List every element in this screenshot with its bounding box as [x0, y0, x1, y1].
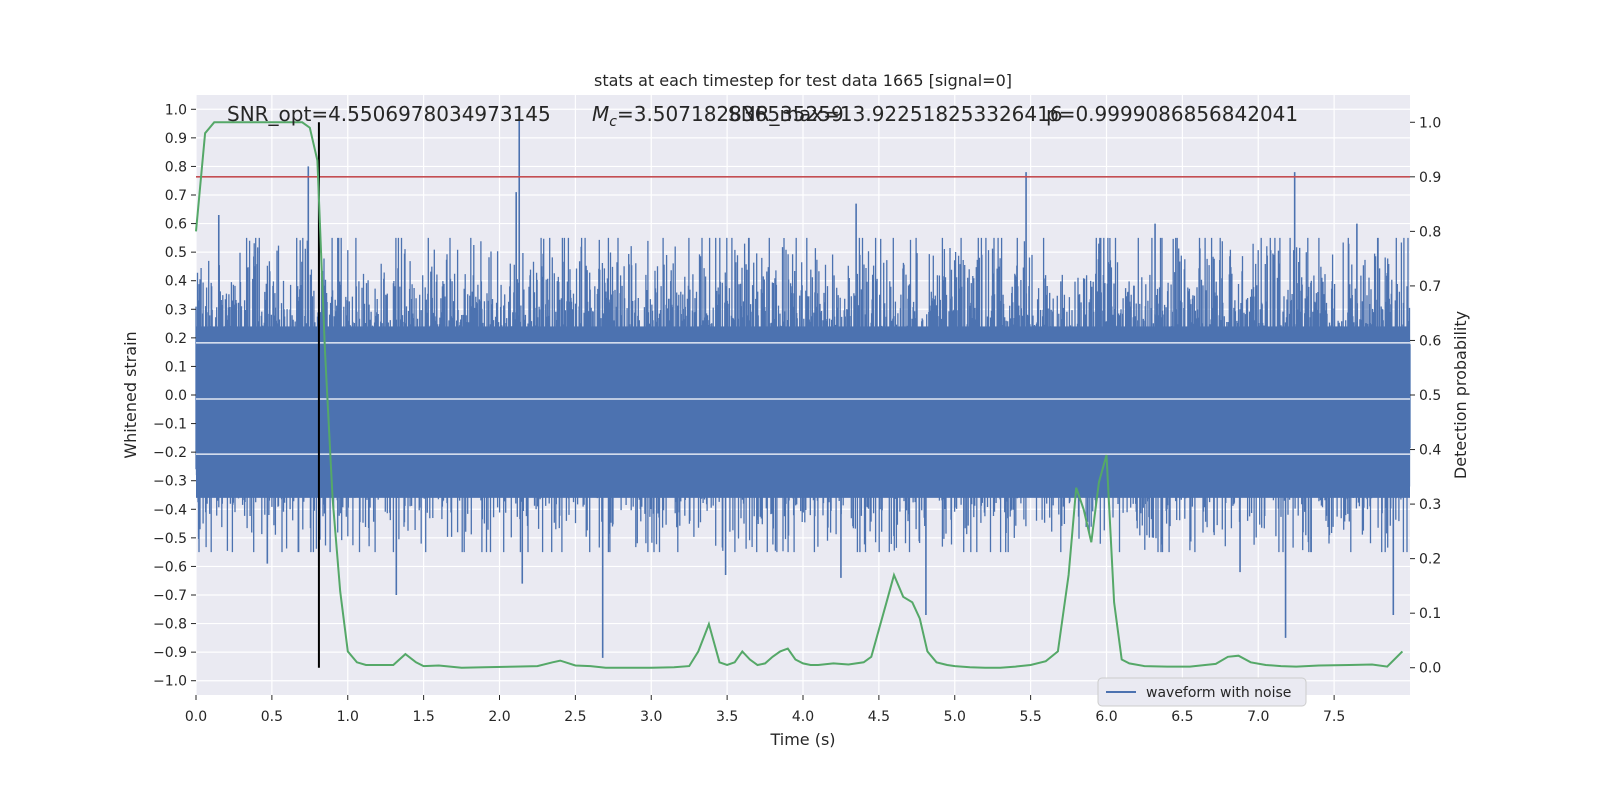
y-right-tick-label: 0.3 [1419, 497, 1441, 513]
x-tick-label: 4.5 [868, 709, 890, 725]
x-tick-label: 6.0 [1095, 709, 1117, 725]
detection-probability-line [195, 121, 1404, 669]
y-left-tick-label: −1.0 [153, 674, 187, 690]
snr-opt-annotation: SNR_opt=4.5506978034973145 [227, 102, 551, 126]
detection-probability-series [195, 121, 1404, 669]
x-tick-label: 1.5 [412, 709, 434, 725]
y-left-tick-label: 0.6 [165, 217, 187, 233]
x-tick-label: 0.0 [185, 709, 207, 725]
x-tick-label: 3.0 [640, 709, 662, 725]
chirp-mass-annotation: Mc=3.507182836535259 [592, 102, 844, 130]
chirp-mass-symbol: M [592, 102, 609, 126]
y-left-tick-label: 1.0 [165, 102, 187, 118]
y-left-tick-label: −0.3 [153, 474, 187, 490]
y-left-tick-label: 0.9 [165, 131, 187, 147]
y-left-tick-label: −0.1 [153, 417, 187, 433]
y-right-tick-label: 0.7 [1419, 279, 1441, 295]
x-tick-label: 4.0 [792, 709, 814, 725]
y-left-tick-label: −0.5 [153, 531, 187, 547]
x-tick-label: 5.5 [1019, 709, 1041, 725]
legend: waveform with noise [1097, 677, 1307, 707]
y-left-tick-label: 0.0 [165, 388, 187, 404]
y-left-tick-label: −0.9 [153, 645, 187, 661]
x-axis-label: Time (s) [769, 730, 835, 749]
legend-box [1097, 677, 1307, 707]
x-tick-label: 2.0 [488, 709, 510, 725]
x-tick-label: 5.0 [944, 709, 966, 725]
y-right-tick-label: 0.0 [1419, 661, 1441, 677]
x-tick-label: 0.5 [261, 709, 283, 725]
chart-title: stats at each timestep for test data 166… [594, 71, 1012, 90]
x-tick-label: 6.5 [1171, 709, 1193, 725]
y-right-axis-label: Detection probability [1451, 311, 1470, 479]
y-right-tick-label: 0.1 [1419, 606, 1441, 622]
y-right-tick-label: 0.4 [1419, 443, 1441, 459]
y-right-tick-label: 0.9 [1419, 170, 1441, 186]
y-left-axis-label: Whitened strain [121, 331, 140, 458]
y-left-tick-label: 0.1 [165, 359, 187, 375]
x-tick-label: 2.5 [564, 709, 586, 725]
axes: 0.0 0.5 1.0 1.5 2.0 2.5 3.0 3.5 4.0 4.5 5.0 5.5 6.0 6… [121, 102, 1470, 749]
legend-label-waveform: waveform with noise [1146, 685, 1291, 701]
x-tick-label: 3.5 [716, 709, 738, 725]
probability-annotation: p=0.9999086856842041 [1046, 102, 1298, 126]
waveform-core-band [196, 326, 1410, 498]
y-right-tick-label: 0.6 [1419, 333, 1441, 349]
y-left-tick-label: −0.6 [153, 559, 187, 575]
snr-max-annotation: SNR_max=13.922518253326416 [728, 102, 1063, 126]
y-right-tick-label: 1.0 [1419, 115, 1441, 131]
x-tick-label: 7.0 [1247, 709, 1269, 725]
y-left-tick-label: 0.7 [165, 188, 187, 204]
y-left-tick-label: 0.3 [165, 302, 187, 318]
y-right-tick-label: 0.5 [1419, 388, 1441, 404]
annotations: SNR_opt=4.5506978034973145 Mc=3.50718283… [227, 102, 1298, 130]
y-left-tick-label: 0.4 [165, 274, 187, 290]
y-left-tick-label: −0.8 [153, 617, 187, 633]
waveform-with-noise-series [195, 109, 1411, 658]
y-right-tick-label: 0.8 [1419, 224, 1441, 240]
chirp-mass-value: =3.507182836535259 [617, 102, 844, 126]
y-left-tick-label: −0.2 [153, 445, 187, 461]
y-left-tick-label: −0.7 [153, 588, 187, 604]
y-right-tick-label: 0.2 [1419, 552, 1441, 568]
x-tick-label: 7.5 [1323, 709, 1345, 725]
x-tick-label: 1.0 [337, 709, 359, 725]
y-left-tick-label: 0.2 [165, 331, 187, 347]
y-left-tick-label: 0.5 [165, 245, 187, 261]
y-left-tick-label: 0.8 [165, 159, 187, 175]
y-left-tick-label: −0.4 [153, 502, 187, 518]
chirp-mass-subscript: c [609, 114, 617, 130]
